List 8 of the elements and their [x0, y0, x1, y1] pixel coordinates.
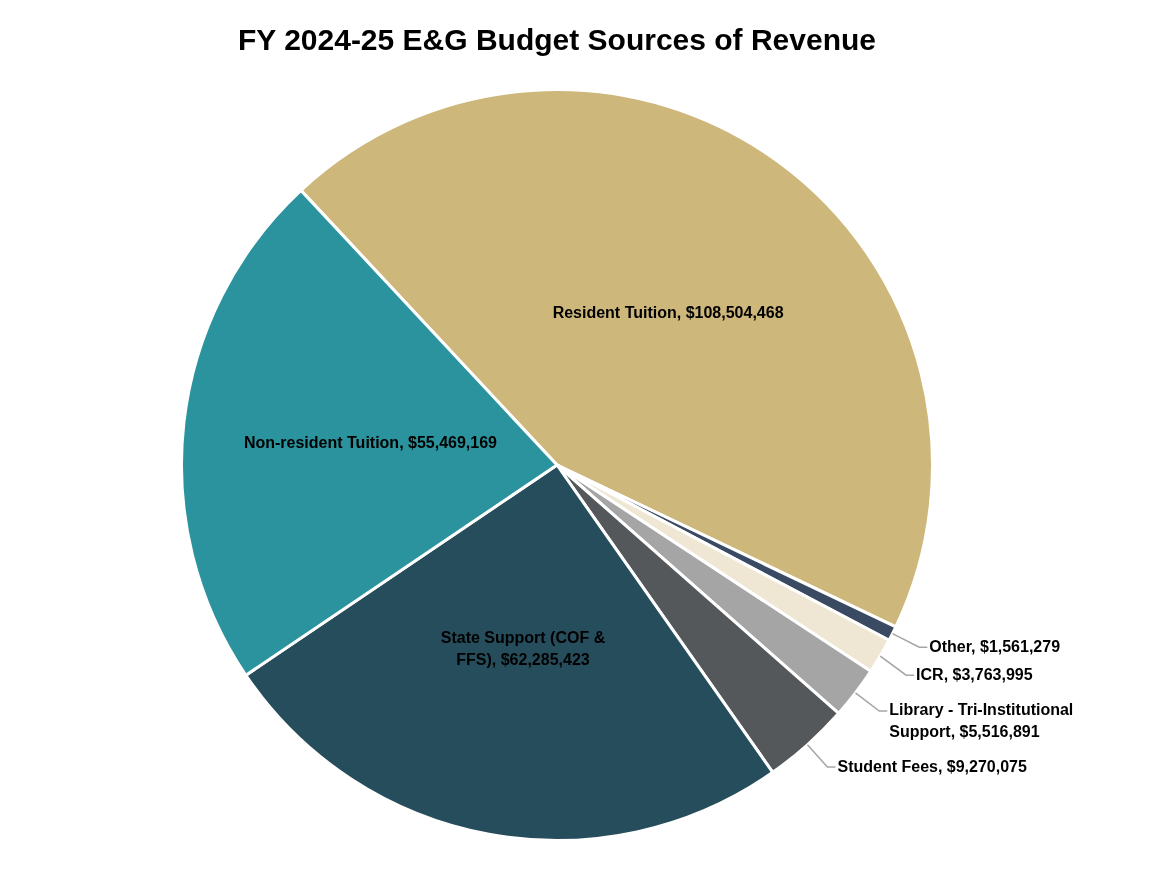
slice-label: Library - Tri-Institutional Support, $5,516,891	[889, 701, 1074, 741]
slice-label: Student Fees, $9,270,075	[837, 757, 1027, 775]
slice-label: State Support (COF & FFS), $62,285,423	[440, 629, 606, 669]
slice-label: Resident Tuition, $108,504,468	[552, 304, 784, 322]
slice-label: Other, $1,561,279	[929, 637, 1061, 655]
chart-title: FY 2024-25 E&G Budget Sources of Revenue	[238, 23, 876, 57]
slice-label: ICR, $3,763,995	[916, 665, 1033, 683]
slice-label: Non-resident Tuition, $55,469,169	[243, 434, 498, 452]
